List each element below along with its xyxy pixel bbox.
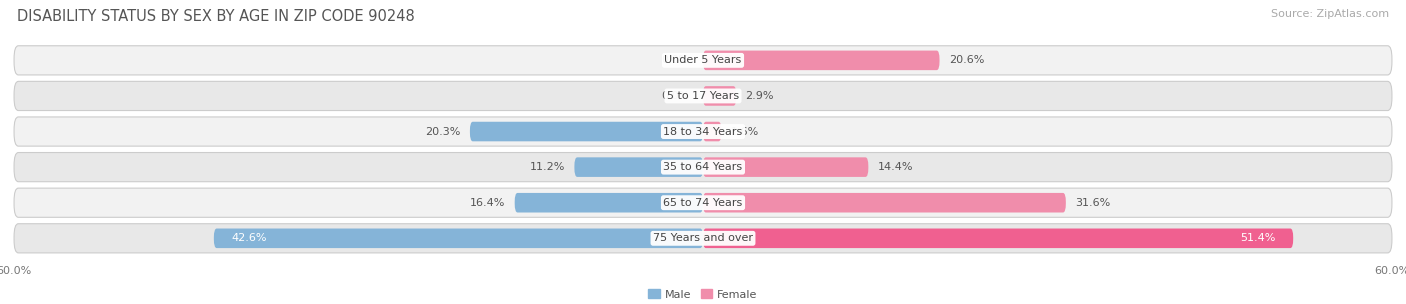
Text: 20.3%: 20.3% bbox=[426, 126, 461, 136]
FancyBboxPatch shape bbox=[14, 46, 1392, 75]
FancyBboxPatch shape bbox=[515, 193, 703, 212]
Text: 75 Years and over: 75 Years and over bbox=[652, 233, 754, 243]
FancyBboxPatch shape bbox=[703, 50, 939, 70]
FancyBboxPatch shape bbox=[14, 153, 1392, 182]
Text: 65 to 74 Years: 65 to 74 Years bbox=[664, 198, 742, 208]
FancyBboxPatch shape bbox=[703, 229, 1294, 248]
Text: 42.6%: 42.6% bbox=[231, 233, 267, 243]
Text: 31.6%: 31.6% bbox=[1076, 198, 1111, 208]
FancyBboxPatch shape bbox=[214, 229, 703, 248]
FancyBboxPatch shape bbox=[703, 157, 869, 177]
Text: Under 5 Years: Under 5 Years bbox=[665, 55, 741, 65]
Text: 5 to 17 Years: 5 to 17 Years bbox=[666, 91, 740, 101]
Text: DISABILITY STATUS BY SEX BY AGE IN ZIP CODE 90248: DISABILITY STATUS BY SEX BY AGE IN ZIP C… bbox=[17, 9, 415, 24]
Text: 51.4%: 51.4% bbox=[1240, 233, 1277, 243]
FancyBboxPatch shape bbox=[14, 117, 1392, 146]
Text: 35 to 64 Years: 35 to 64 Years bbox=[664, 162, 742, 172]
Text: Source: ZipAtlas.com: Source: ZipAtlas.com bbox=[1271, 9, 1389, 19]
Text: 16.4%: 16.4% bbox=[470, 198, 506, 208]
Text: 20.6%: 20.6% bbox=[949, 55, 984, 65]
FancyBboxPatch shape bbox=[703, 122, 721, 141]
Text: 1.6%: 1.6% bbox=[731, 126, 759, 136]
FancyBboxPatch shape bbox=[14, 188, 1392, 217]
Text: 0.0%: 0.0% bbox=[661, 91, 689, 101]
FancyBboxPatch shape bbox=[470, 122, 703, 141]
FancyBboxPatch shape bbox=[703, 193, 1066, 212]
Text: 18 to 34 Years: 18 to 34 Years bbox=[664, 126, 742, 136]
FancyBboxPatch shape bbox=[703, 86, 737, 106]
Text: 0.0%: 0.0% bbox=[661, 55, 689, 65]
Legend: Male, Female: Male, Female bbox=[644, 285, 762, 304]
Text: 11.2%: 11.2% bbox=[530, 162, 565, 172]
Text: 2.9%: 2.9% bbox=[745, 91, 773, 101]
Text: 14.4%: 14.4% bbox=[877, 162, 912, 172]
FancyBboxPatch shape bbox=[575, 157, 703, 177]
FancyBboxPatch shape bbox=[14, 224, 1392, 253]
FancyBboxPatch shape bbox=[14, 81, 1392, 111]
